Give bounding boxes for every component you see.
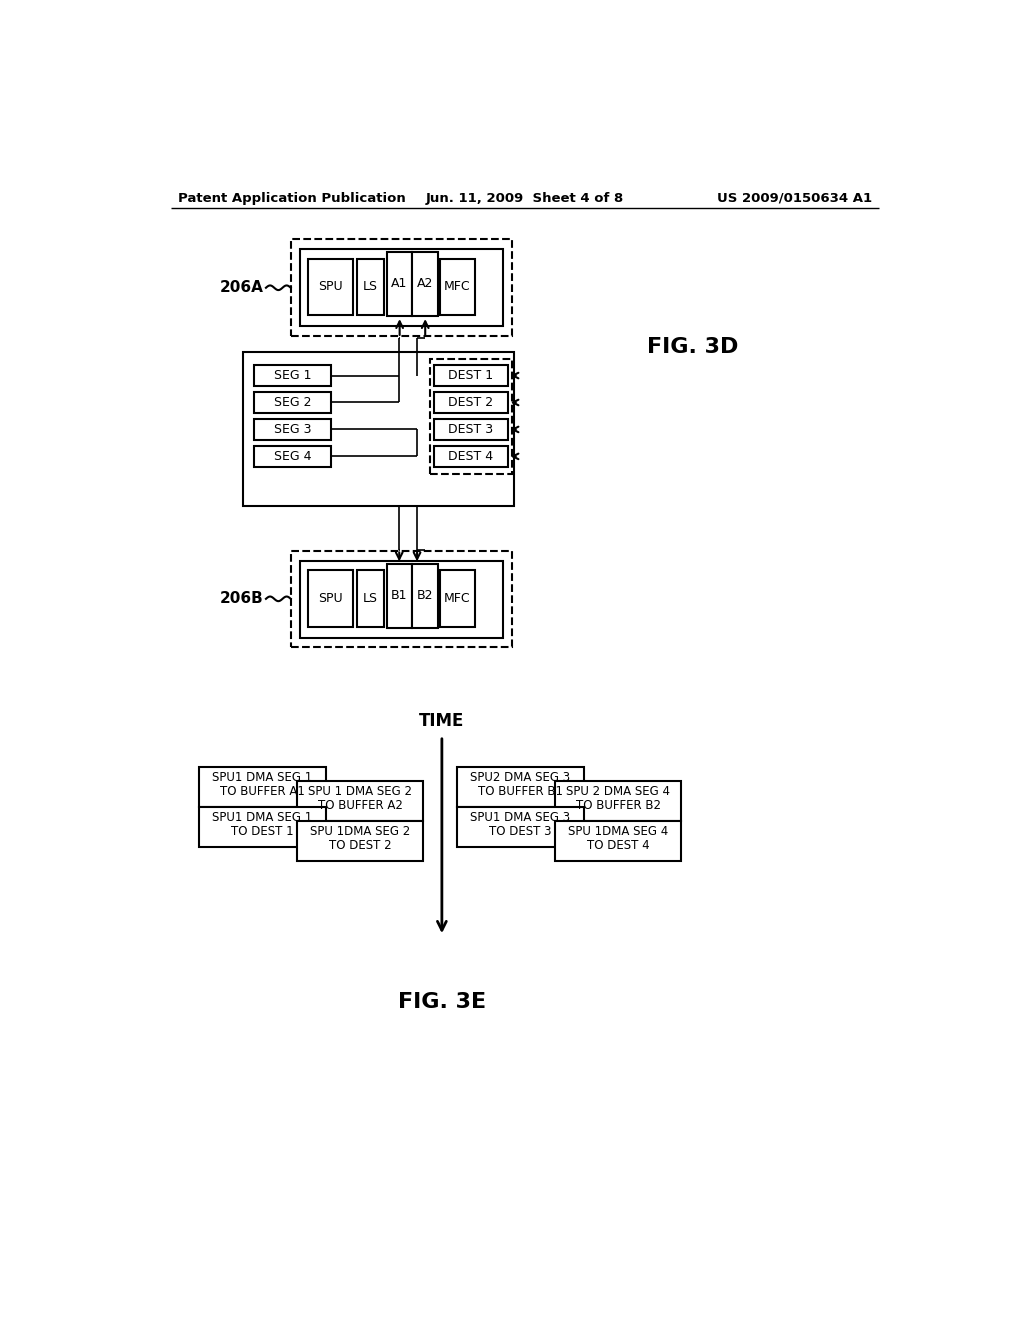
Text: TO BUFFER B1: TO BUFFER B1 bbox=[478, 785, 563, 797]
Text: TO DEST 2: TO DEST 2 bbox=[329, 838, 391, 851]
Bar bbox=[434, 392, 508, 413]
Text: MFC: MFC bbox=[444, 591, 471, 605]
Text: TO BUFFER B2: TO BUFFER B2 bbox=[575, 799, 660, 812]
Text: TO BUFFER A1: TO BUFFER A1 bbox=[220, 785, 305, 797]
Text: B1: B1 bbox=[391, 589, 408, 602]
Text: TO DEST 3: TO DEST 3 bbox=[489, 825, 552, 838]
Bar bbox=[555, 780, 681, 821]
Bar bbox=[291, 552, 512, 647]
Text: TO DEST 1: TO DEST 1 bbox=[231, 825, 294, 838]
Bar bbox=[387, 252, 413, 317]
Bar bbox=[308, 570, 352, 627]
Text: DEST 1: DEST 1 bbox=[449, 370, 494, 381]
Text: SPU 1 DMA SEG 2: SPU 1 DMA SEG 2 bbox=[308, 785, 412, 797]
Text: SPU 2 DMA SEG 4: SPU 2 DMA SEG 4 bbox=[566, 785, 670, 797]
Text: SPU 1DMA SEG 2: SPU 1DMA SEG 2 bbox=[310, 825, 411, 838]
Bar bbox=[297, 821, 423, 861]
Text: A2: A2 bbox=[417, 277, 433, 290]
Bar bbox=[200, 767, 326, 807]
Text: LS: LS bbox=[362, 591, 377, 605]
Bar bbox=[254, 392, 331, 413]
Text: SPU: SPU bbox=[318, 591, 343, 605]
Bar bbox=[297, 780, 423, 821]
Text: TIME: TIME bbox=[419, 711, 465, 730]
Text: A1: A1 bbox=[391, 277, 408, 290]
Bar bbox=[555, 821, 681, 861]
Bar bbox=[254, 446, 331, 467]
Bar bbox=[387, 564, 413, 628]
Bar bbox=[434, 446, 508, 467]
Bar bbox=[440, 570, 475, 627]
Text: SEG 3: SEG 3 bbox=[273, 422, 311, 436]
Bar bbox=[254, 364, 331, 387]
Bar bbox=[430, 359, 512, 474]
Bar bbox=[308, 259, 352, 314]
Bar bbox=[413, 252, 438, 317]
Text: B2: B2 bbox=[417, 589, 433, 602]
Text: DEST 2: DEST 2 bbox=[449, 396, 494, 409]
Text: Jun. 11, 2009  Sheet 4 of 8: Jun. 11, 2009 Sheet 4 of 8 bbox=[426, 191, 624, 205]
Text: SEG 4: SEG 4 bbox=[273, 450, 311, 463]
Bar bbox=[458, 767, 584, 807]
Bar bbox=[458, 807, 584, 847]
Text: DEST 4: DEST 4 bbox=[449, 450, 494, 463]
Bar bbox=[243, 352, 514, 507]
Bar bbox=[356, 570, 384, 627]
Bar bbox=[291, 239, 512, 335]
Bar bbox=[434, 364, 508, 387]
Text: SEG 1: SEG 1 bbox=[273, 370, 311, 381]
Bar bbox=[254, 418, 331, 441]
Text: FIG. 3E: FIG. 3E bbox=[397, 991, 486, 1011]
Bar bbox=[356, 259, 384, 314]
Text: 206A: 206A bbox=[220, 280, 263, 296]
Text: SPU2 DMA SEG 3: SPU2 DMA SEG 3 bbox=[470, 771, 570, 784]
Text: MFC: MFC bbox=[444, 280, 471, 293]
Text: TO DEST 4: TO DEST 4 bbox=[587, 838, 649, 851]
Text: 206B: 206B bbox=[220, 591, 263, 606]
Bar bbox=[413, 564, 438, 628]
Text: TO BUFFER A2: TO BUFFER A2 bbox=[317, 799, 402, 812]
Text: US 2009/0150634 A1: US 2009/0150634 A1 bbox=[717, 191, 872, 205]
Bar bbox=[440, 259, 475, 314]
Bar bbox=[200, 807, 326, 847]
Text: FIG. 3D: FIG. 3D bbox=[647, 337, 738, 356]
Text: SPU1 DMA SEG 1: SPU1 DMA SEG 1 bbox=[212, 771, 312, 784]
Text: SPU1 DMA SEG 3: SPU1 DMA SEG 3 bbox=[470, 810, 570, 824]
Bar bbox=[434, 418, 508, 441]
Bar bbox=[300, 249, 503, 326]
Text: SPU 1DMA SEG 4: SPU 1DMA SEG 4 bbox=[568, 825, 669, 838]
Bar bbox=[300, 561, 503, 638]
Text: SEG 2: SEG 2 bbox=[273, 396, 311, 409]
Text: DEST 3: DEST 3 bbox=[449, 422, 494, 436]
Text: SPU: SPU bbox=[318, 280, 343, 293]
Text: SPU1 DMA SEG 1: SPU1 DMA SEG 1 bbox=[212, 810, 312, 824]
Text: LS: LS bbox=[362, 280, 377, 293]
Text: Patent Application Publication: Patent Application Publication bbox=[178, 191, 407, 205]
